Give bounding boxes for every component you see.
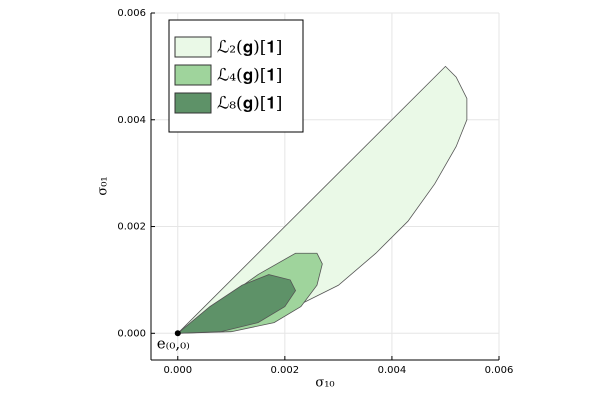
y-tick-label: 0.002 (117, 222, 146, 233)
y-axis-label: σ₀₁ (96, 176, 111, 195)
legend-label: ℒ₈(𝐠)[𝟏] (217, 94, 282, 114)
x-tick-label: 0.002 (271, 365, 300, 376)
legend-label: ℒ₂(𝐠)[𝟏] (217, 38, 282, 58)
x-tick-label: 0.000 (163, 365, 192, 376)
y-tick-label: 0.000 (117, 328, 146, 339)
x-tick-label: 0.004 (378, 365, 407, 376)
legend-label: ℒ₄(𝐠)[𝟏] (217, 66, 282, 86)
region (176, 274, 297, 334)
legend-swatch (174, 36, 212, 58)
x-tick-label: 0.006 (485, 365, 514, 376)
point (174, 330, 181, 337)
legend-swatch (174, 92, 212, 114)
point-label: e₍₀,₀₎ (157, 334, 190, 352)
x-axis-label: σ₁₀ (315, 376, 334, 391)
legend-swatch (174, 64, 212, 86)
y-tick-label: 0.004 (117, 115, 146, 126)
y-tick-label: 0.006 (117, 8, 146, 19)
